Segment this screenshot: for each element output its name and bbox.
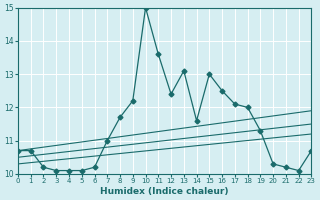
X-axis label: Humidex (Indice chaleur): Humidex (Indice chaleur) <box>100 187 229 196</box>
